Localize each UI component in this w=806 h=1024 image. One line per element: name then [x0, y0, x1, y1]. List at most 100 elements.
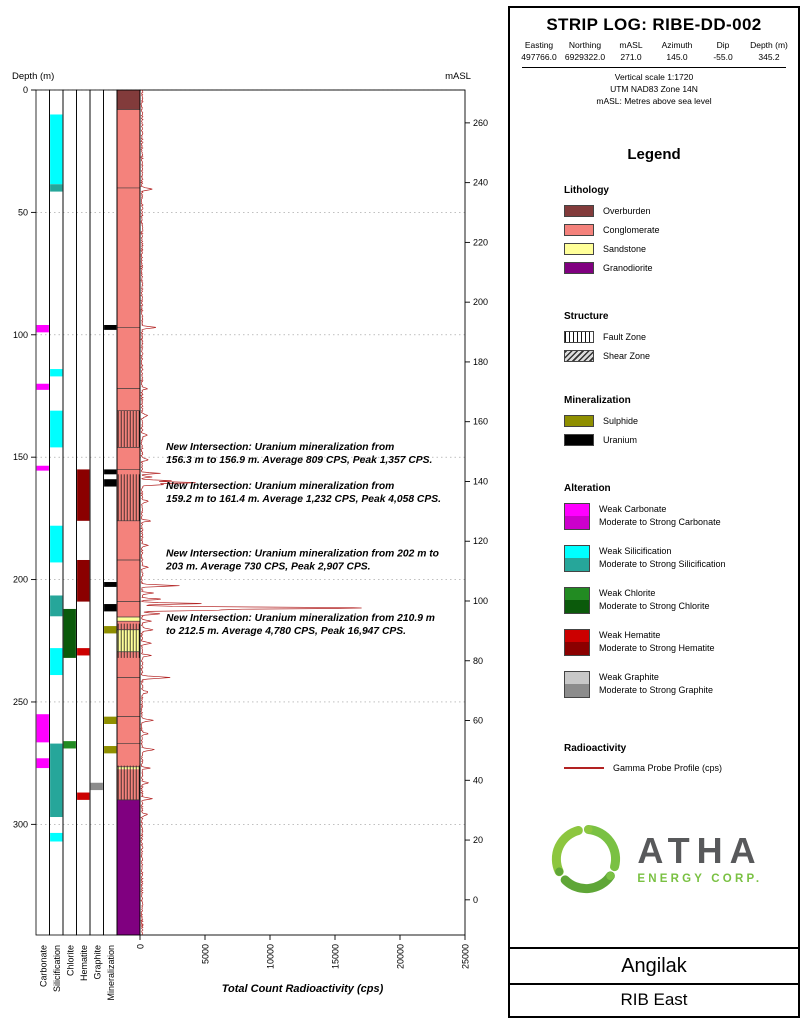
color-swatch — [564, 261, 594, 274]
masl-tick-label: 80 — [473, 656, 483, 666]
legend-structure-items: Fault Zone Shear Zone — [564, 330, 790, 362]
legend-item: Conglomerate — [564, 223, 790, 236]
track-interval — [50, 525, 63, 563]
legend-section-structure: Structure Fault Zone Shear Zone — [564, 311, 790, 369]
depth-tick-label: 250 — [13, 697, 28, 707]
track-interval — [77, 648, 90, 656]
masl-axis-label: mASL — [445, 71, 471, 82]
masl-tick-label: 0 — [473, 895, 478, 905]
drillhole-field: Northing 6929322.0 — [562, 40, 608, 62]
alteration-labels: Weak Chlorite Moderate to Strong Chlorite — [599, 587, 710, 614]
company-name: ATHA — [637, 829, 763, 871]
legend-item: Sulphide — [564, 414, 790, 427]
color-swatch — [564, 204, 594, 217]
project-footer: Angilak RIB East — [510, 947, 798, 1016]
track-interval — [50, 184, 63, 192]
alteration-swatch — [564, 502, 590, 530]
legend-item-label: Overburden — [603, 205, 651, 216]
track-interval — [104, 604, 117, 612]
alteration-swatch — [564, 670, 590, 698]
track-interval — [36, 714, 49, 743]
gamma-profile-curve — [140, 89, 362, 935]
lithology-interval — [117, 799, 140, 935]
alteration-swatch — [564, 628, 590, 656]
track-interval — [104, 716, 117, 724]
track-name-label: Silicification — [52, 945, 62, 992]
field-value: 145.0 — [666, 52, 688, 62]
color-swatch — [564, 414, 594, 427]
legend-section-title: Mineralization — [564, 394, 631, 406]
depth-tick-label: 150 — [13, 452, 28, 462]
intersection-annotation: 156.3 m to 156.9 m. Average 809 CPS, Pea… — [166, 455, 432, 466]
masl-tick-label: 260 — [473, 118, 488, 128]
legend-item-label: Uranium — [603, 434, 638, 445]
page-title: STRIP LOG: RIBE-DD-002 — [546, 15, 762, 34]
legend-item: Fault Zone — [564, 330, 790, 343]
footer-divider — [510, 983, 798, 985]
intersection-annotation: New Intersection: Uranium mineralization… — [166, 548, 439, 559]
legend-alteration-pairs: Weak Carbonate Moderate to Strong Carbona… — [564, 502, 790, 698]
alteration-weak-label: Weak Hematite — [599, 629, 661, 640]
field-label: Easting — [524, 40, 554, 50]
color-swatch — [564, 766, 604, 769]
legend-item-label: Gamma Probe Profile (cps) — [613, 762, 723, 773]
shear-pattern-swatch — [564, 349, 594, 362]
track-interval — [90, 782, 103, 791]
info-panel: STRIP LOG: RIBE-DD-002 Easting 497766.0 No… — [508, 6, 800, 1018]
legend-section-title: Lithology — [564, 184, 609, 196]
track-interval — [104, 746, 117, 754]
track-interval — [50, 595, 63, 617]
alteration-weak-label: Weak Graphite — [599, 671, 659, 682]
field-value: 497766.0 — [521, 52, 557, 62]
header-note: Vertical scale 1:1720 — [614, 72, 694, 82]
weak-color-swatch — [565, 545, 589, 559]
legend-item-label: Sulphide — [603, 415, 639, 426]
track-interval — [50, 832, 63, 842]
masl-tick-label: 40 — [473, 775, 483, 785]
alteration-weak-label: Weak Chlorite — [599, 587, 656, 598]
strong-color-swatch — [565, 516, 589, 529]
lithology-interval — [117, 109, 140, 618]
track-name-label: Carbonate — [38, 945, 48, 987]
legend-section-alteration: Alteration Weak Carbonate Moderate to Str… — [564, 483, 790, 713]
depth-tick-label: 50 — [18, 207, 28, 217]
legend-item: Gamma Probe Profile (cps) — [564, 763, 790, 773]
lithology-interval — [117, 90, 140, 110]
weak-color-swatch — [565, 629, 589, 643]
track-interval — [36, 465, 49, 471]
strip-log-area: Depth (m) 0 50 100 150 200 250 300 mASL 260 240 220… — [12, 71, 488, 1001]
depth-axis-label: Depth (m) — [12, 71, 54, 82]
legend-section-title: Radioactivity — [564, 742, 627, 754]
company-logo: ATHA ENERGY CORP. — [510, 818, 798, 900]
header-note: UTM NAD83 Zone 14N — [610, 83, 698, 94]
masl-tick-label: 200 — [473, 297, 488, 307]
gamma-tick-label: 20000 — [396, 944, 406, 969]
masl-tick-label: 240 — [473, 178, 488, 188]
color-swatch — [564, 242, 594, 255]
depth-tick-label: 100 — [13, 330, 28, 340]
drillhole-header: STRIP LOG: RIBE-DD-002 Easting 497766.0 No… — [510, 8, 798, 108]
legend-item-label: Fault Zone — [603, 331, 647, 342]
field-value: 6929322.0 — [564, 52, 606, 62]
fault-zone-overlay — [117, 623, 140, 658]
company-subtitle: ENERGY CORP. — [637, 872, 763, 885]
intersection-annotation: New Intersection: Uranium mineralization… — [166, 442, 394, 453]
color-swatch — [564, 433, 594, 446]
fault-zone-overlay — [117, 765, 140, 800]
legend-section-title: Structure — [564, 310, 609, 322]
legend-item: Sandstone — [564, 242, 790, 255]
legend-alteration-pair: Weak Silicification Moderate to Strong Si… — [564, 544, 790, 572]
track-outline — [35, 89, 50, 936]
track-interval — [104, 469, 117, 475]
gamma-tick-label: 15000 — [331, 944, 341, 969]
legend-section-lithology: Lithology Overburden Conglomerate Sandston… — [564, 185, 790, 281]
track-name-label: Mineralization — [106, 945, 116, 1001]
legend-item: Shear Zone — [564, 349, 790, 362]
fault-zone-overlay — [117, 474, 140, 521]
drillhole-fields: Easting 497766.0 Northing 6929322.0 mASL 271.… — [510, 40, 798, 62]
fault-pattern-swatch — [564, 330, 594, 343]
field-value: 345.2 — [758, 52, 780, 62]
legend-lithology-items: Overburden Conglomerate Sandstone Granodior… — [564, 204, 790, 274]
strip-log-chart: Depth (m)050100150200250300mASL260240220… — [12, 71, 488, 1001]
intersection-annotation: New Intersection: Uranium mineralization… — [166, 613, 435, 624]
